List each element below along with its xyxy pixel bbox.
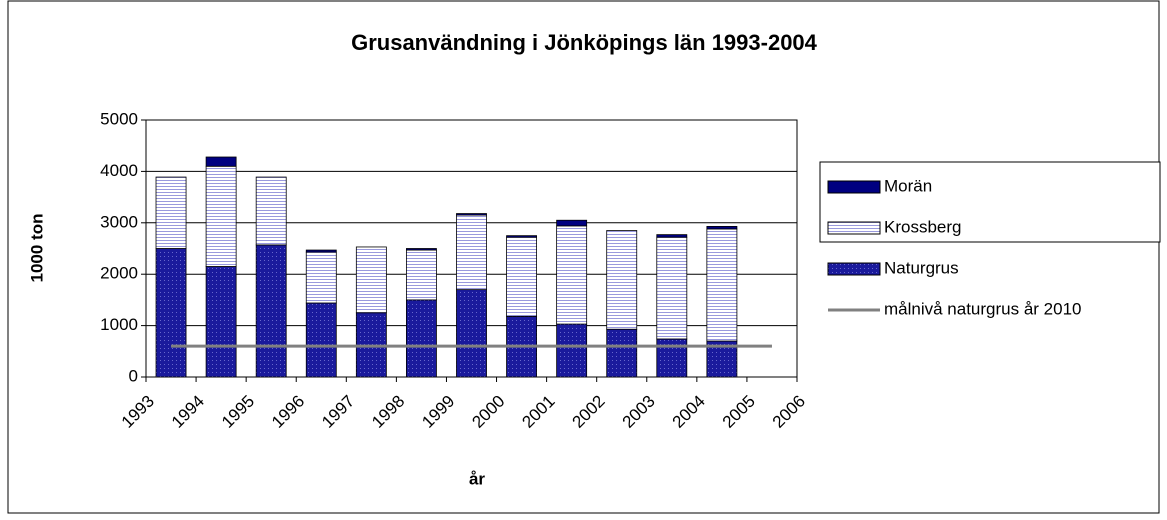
bar-segment [305, 249, 337, 253]
bar-segment [255, 244, 287, 378]
bar-segment [556, 323, 588, 378]
y-axis-label: 1000 ton [27, 214, 46, 283]
bar-segment [506, 235, 537, 238]
bar-segment [456, 289, 487, 378]
legend-swatch [827, 262, 881, 276]
bar-segment [305, 251, 337, 304]
bar-segment [155, 248, 187, 378]
bar-segment [656, 236, 688, 340]
bar-segment [305, 302, 337, 378]
bar-segment [155, 176, 187, 249]
bar-segment [205, 266, 237, 378]
legend-label: målnivå naturgrus år 2010 [884, 299, 1082, 318]
bar-segment [355, 246, 387, 314]
y-tick-label: 3000 [100, 212, 138, 231]
y-tick-label: 0 [129, 366, 138, 385]
legend-swatch [827, 180, 881, 194]
bar-segment [205, 156, 237, 167]
chart-title: Grusanvändning i Jönköpings län 1993-200… [351, 30, 818, 55]
y-tick-label: 2000 [100, 264, 138, 283]
y-tick-label: 1000 [100, 315, 138, 334]
bar-segment [255, 176, 287, 246]
bar-segment [706, 225, 738, 230]
legend-label: Naturgrus [884, 258, 959, 277]
bar-segment [556, 225, 588, 325]
bar-segment [656, 234, 688, 238]
bar-segment [506, 236, 537, 317]
legend-label: Morän [884, 176, 932, 195]
bar-segment [706, 228, 738, 342]
y-tick-label: 5000 [100, 109, 138, 128]
bar-segment [405, 299, 437, 378]
bar-segment [405, 249, 437, 301]
y-tick-label: 4000 [100, 161, 138, 180]
bar-segment [205, 165, 237, 267]
bar-segment [405, 248, 437, 251]
legend-swatch [827, 221, 881, 235]
bar-segment [606, 230, 638, 330]
bar-segment [606, 328, 638, 378]
x-axis-label: år [469, 469, 485, 488]
bar-segment [456, 213, 487, 216]
bar-segment [556, 219, 588, 227]
legend-label: Krossberg [884, 217, 961, 236]
bar-segment [456, 214, 487, 291]
